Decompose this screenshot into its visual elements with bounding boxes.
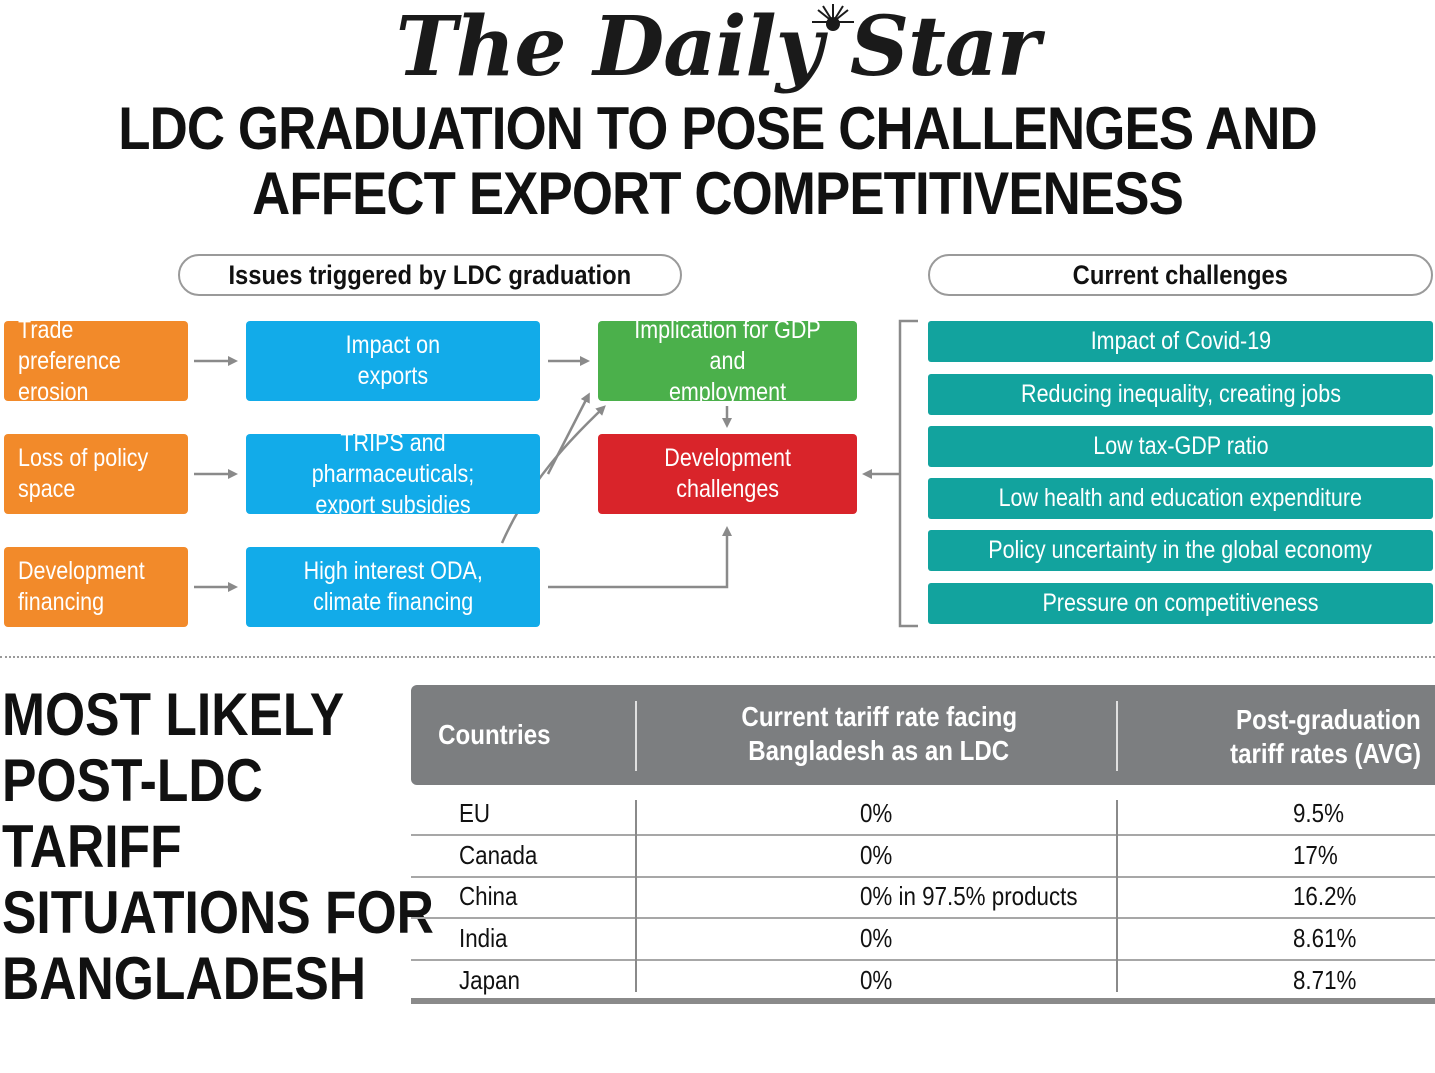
issues-header: Issues triggered by LDC graduation: [178, 254, 682, 296]
col-header-post: Post-graduation tariff rates (AVG): [1230, 704, 1421, 769]
arrow-oda-dev: [548, 526, 732, 589]
row-divider: [411, 959, 1435, 961]
row-divider: [411, 834, 1435, 836]
tariff-table-header: Countries Current tariff rate facing Ban…: [411, 685, 1435, 785]
headline: LDC GRADUATION TO POSE CHALLENGES AND AF…: [86, 96, 1349, 226]
impact-exports: Impact on exports: [246, 321, 540, 401]
section-divider: [0, 656, 1435, 658]
challenge-item: Policy uncertainty in the global economy: [928, 530, 1433, 571]
headline-line-1: LDC GRADUATION TO POSE CHALLENGES AND: [118, 95, 1317, 162]
impact-oda: High interest ODA, climate financing: [246, 547, 540, 627]
table-row: Japan 0% 8.71%: [459, 965, 1357, 995]
table-bottom-rule: [411, 998, 1435, 1004]
development-challenges-box: Development challenges: [598, 434, 857, 514]
header-separator: [635, 701, 637, 771]
flow-arrows: [194, 319, 918, 628]
challenge-item: Low health and education expenditure: [928, 478, 1433, 519]
table-row: EU 0% 9.5%: [459, 798, 1344, 828]
cause-policy-space: Loss of policy space: [4, 434, 188, 514]
tariff-section-title: MOST LIKELY POST-LDC TARIFF SITUATIONS F…: [2, 681, 434, 1012]
header-separator: [1116, 701, 1118, 771]
row-divider: [411, 917, 1435, 919]
challenges-bracket: [898, 319, 918, 628]
challenge-item: Pressure on competitiveness: [928, 583, 1433, 624]
col-header-countries: Countries: [438, 719, 551, 750]
cause-trade-preference: Trade preference erosion: [4, 316, 188, 406]
headline-line-2: AFFECT EXPORT COMPETITIVENESS: [252, 160, 1184, 227]
arrow-trips-gdp: [546, 392, 590, 475]
table-row: Canada 0% 17%: [459, 840, 1338, 870]
challenges-header: Current challenges: [928, 254, 1433, 296]
col-header-current: Current tariff rate facing Bangladesh as…: [741, 701, 1017, 766]
table-row: China 0% in 97.5% products 16.2%: [459, 881, 1357, 911]
arrow-oda-gdp: [500, 405, 606, 544]
impact-trips: TRIPS and pharmaceuticals; export subsid…: [246, 429, 540, 519]
column-separator: [635, 800, 637, 992]
cause-development-financing: Development financing: [4, 547, 188, 627]
table-row: India 0% 8.61%: [459, 923, 1357, 953]
row-divider: [411, 876, 1435, 878]
gdp-employment-box: Implication for GDP and employment: [598, 316, 857, 406]
sun-burst-icon: [812, 4, 854, 31]
column-separator: [1116, 800, 1118, 992]
masthead-logo: The Daily Star: [395, 0, 1041, 95]
challenge-item: Low tax-GDP ratio: [928, 426, 1433, 467]
challenge-item: Impact of Covid-19: [928, 321, 1433, 362]
challenge-item: Reducing inequality, creating jobs: [928, 374, 1433, 415]
